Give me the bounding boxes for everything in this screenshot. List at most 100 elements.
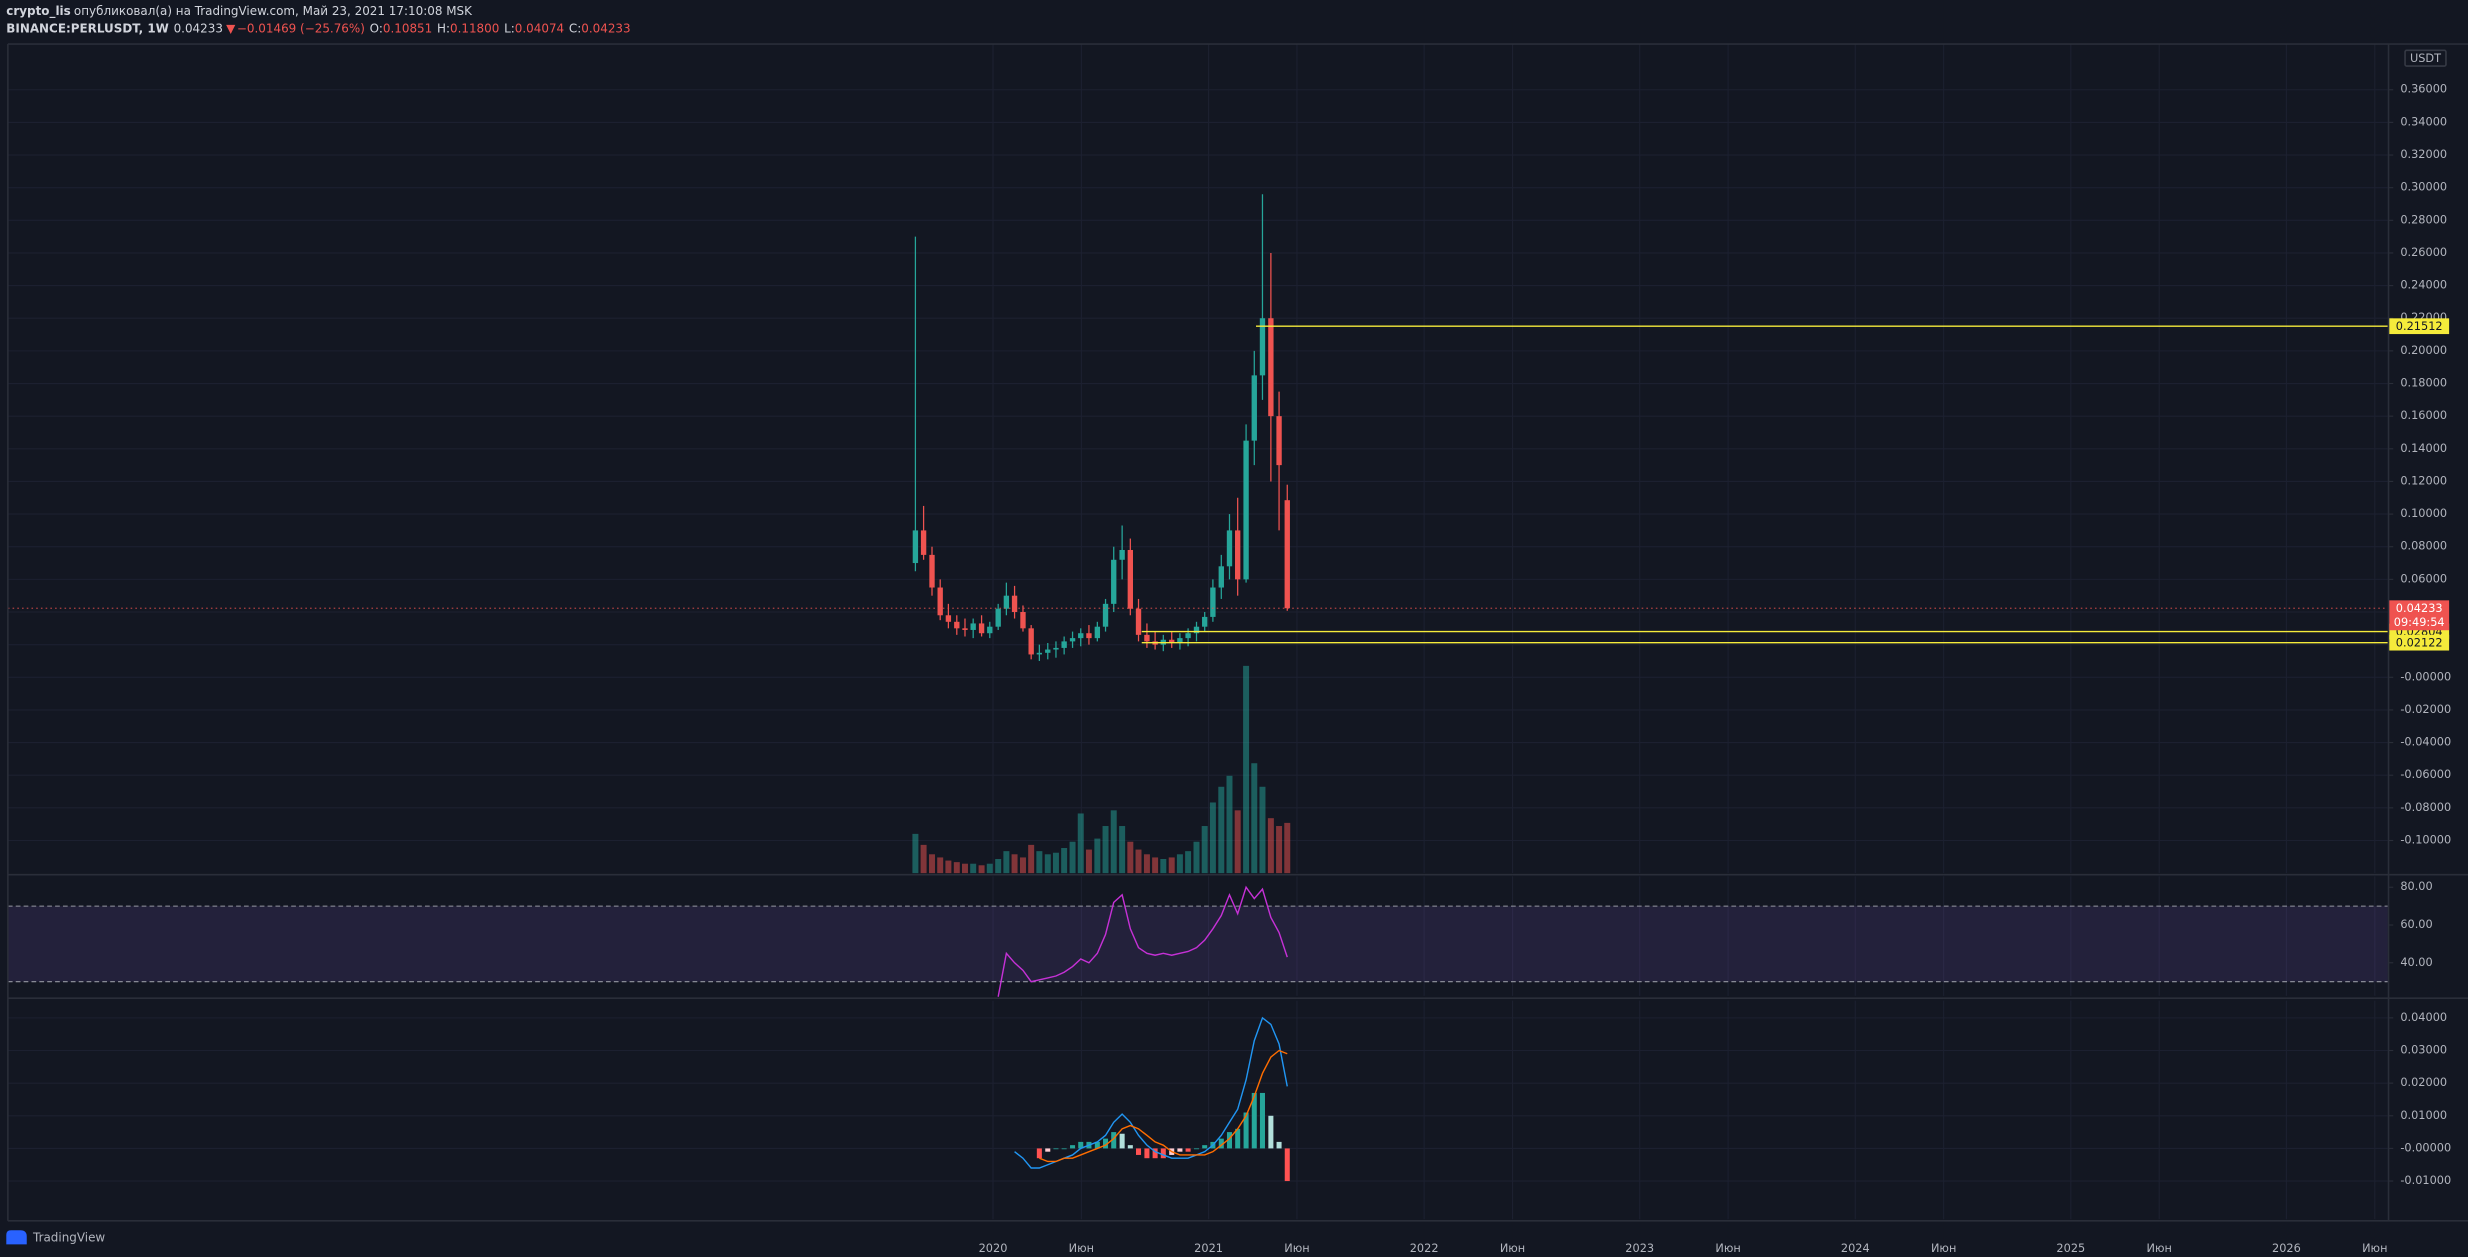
candle-body <box>1127 549 1134 609</box>
ohlc-value: 0.04233 <box>581 21 630 35</box>
x-tick-label: Июн <box>1500 1241 1525 1255</box>
grid-layer <box>7 44 2388 1220</box>
y-tick-label: -0.01000 <box>2400 1173 2451 1187</box>
candle-body <box>995 608 1001 627</box>
y-tick-label: -0.06000 <box>2400 767 2451 781</box>
ohlc-label: H: <box>437 21 450 35</box>
candle-body <box>970 623 976 630</box>
indicator-line <box>1039 1049 1288 1163</box>
macd-histogram-bar <box>1284 1148 1290 1182</box>
y-tick-label: 0.01000 <box>2400 1108 2447 1122</box>
macd-histogram-bar <box>1152 1148 1158 1159</box>
volume-bar <box>1127 841 1134 874</box>
macd-histogram-bar <box>1160 1148 1166 1159</box>
indicator-line <box>997 885 1288 997</box>
candle-body <box>1235 530 1241 580</box>
candle-body <box>1243 440 1249 580</box>
candle-body <box>920 530 927 555</box>
y-tick-label: 0.04000 <box>2400 1010 2447 1024</box>
candle-body <box>1061 641 1067 648</box>
volume-bar <box>970 863 977 874</box>
footer: TradingView <box>6 1230 105 1245</box>
candle-body <box>1177 638 1183 644</box>
candle-body <box>1102 603 1109 627</box>
y-tick-label: 0.34000 <box>2400 114 2447 128</box>
volume-bar <box>1251 763 1258 874</box>
y-tick-label: 0.24000 <box>2400 278 2447 292</box>
macd-histogram-bar <box>1251 1092 1257 1149</box>
candle-body <box>978 623 985 634</box>
candle-body <box>1276 416 1282 466</box>
volume-bar <box>978 865 985 874</box>
candle-body <box>1069 638 1076 642</box>
level-label: 0.02122 <box>2396 635 2443 649</box>
x-tick-label: 2022 <box>1410 1241 1439 1255</box>
axis-layer: USDT 2020 Июн 2021 Июн 2022 Июн 2023 Июн 2024 Июн… <box>7 43 2468 1255</box>
volume-bar <box>1069 841 1076 874</box>
volume-bar <box>1259 786 1266 874</box>
volume-bar <box>1052 852 1059 874</box>
marks-layer <box>7 194 2388 1182</box>
volume-bar <box>1061 848 1068 874</box>
candle-body <box>1053 647 1059 650</box>
change-arrow: ▼ <box>226 21 236 35</box>
candle-body <box>1169 639 1175 644</box>
y-tick-label: 0.28000 <box>2400 212 2447 226</box>
y-tick-label: 0.14000 <box>2400 441 2447 455</box>
volume-bar <box>953 862 960 874</box>
level-label-box <box>2389 318 2450 335</box>
ohlc-value: 0.10851 <box>383 21 432 35</box>
x-tick-label: 2020 <box>979 1241 1008 1255</box>
candle-body <box>1226 530 1233 567</box>
candle-body <box>1028 628 1034 655</box>
y-tick-label: 0.26000 <box>2400 245 2447 259</box>
y-tick-label: 0.18000 <box>2400 376 2447 390</box>
x-tick-label: Июн <box>2147 1241 2172 1255</box>
y-tick-label: -0.02000 <box>2400 702 2451 716</box>
volume-bar <box>1019 857 1026 874</box>
volume-bar <box>1135 849 1142 874</box>
candle-body <box>1111 559 1117 604</box>
y-tick-label: 0.10000 <box>2400 506 2447 520</box>
x-tick-label: 2024 <box>1841 1241 1870 1255</box>
x-tick-label: 2025 <box>2056 1241 2085 1255</box>
x-tick-label: 2023 <box>1625 1241 1654 1255</box>
y-tick-label: 0.20000 <box>2400 343 2447 357</box>
volume-bar <box>1243 665 1250 874</box>
macd-histogram-bar <box>1111 1132 1117 1149</box>
candle-body <box>1185 633 1191 639</box>
brand-logo <box>6 1230 27 1245</box>
y-tick-label: 0.06000 <box>2400 571 2447 585</box>
macd-histogram-bar <box>1276 1141 1282 1149</box>
x-tick-label: 2021 <box>1194 1241 1223 1255</box>
y-tick-label: -0.00000 <box>2400 1140 2451 1154</box>
macd-histogram-bar <box>1103 1138 1109 1149</box>
macd-histogram-bar <box>1144 1148 1150 1159</box>
volume-bar <box>1152 857 1159 874</box>
y-tick-label: 80.00 <box>2400 879 2432 893</box>
volume-bar <box>1209 802 1216 874</box>
x-tick-label: Июн <box>1284 1241 1309 1255</box>
x-tick-label: Июн <box>1715 1241 1740 1255</box>
candle-body <box>1045 649 1051 653</box>
candle-body <box>1218 566 1224 588</box>
volume-bar <box>1193 841 1200 874</box>
candle-body <box>1003 595 1010 609</box>
y-tick-label: -0.08000 <box>2400 800 2451 814</box>
last-price-label: 0.04233 <box>2396 601 2443 615</box>
volume-bar <box>1201 826 1208 874</box>
volume-bar <box>920 844 927 874</box>
candle-body <box>962 628 968 630</box>
x-tick-label: Июн <box>1069 1241 1094 1255</box>
volume-bar <box>1003 851 1010 874</box>
candle-body <box>1086 633 1092 639</box>
volume-bar <box>1044 854 1051 874</box>
countdown-label: 09:49:54 <box>2394 615 2445 629</box>
brand-name: TradingView <box>32 1231 105 1245</box>
volume-bar <box>961 863 968 874</box>
candle-body <box>945 615 952 622</box>
macd-histogram-bar <box>1193 1148 1200 1150</box>
y-tick-label: 0.12000 <box>2400 473 2447 487</box>
